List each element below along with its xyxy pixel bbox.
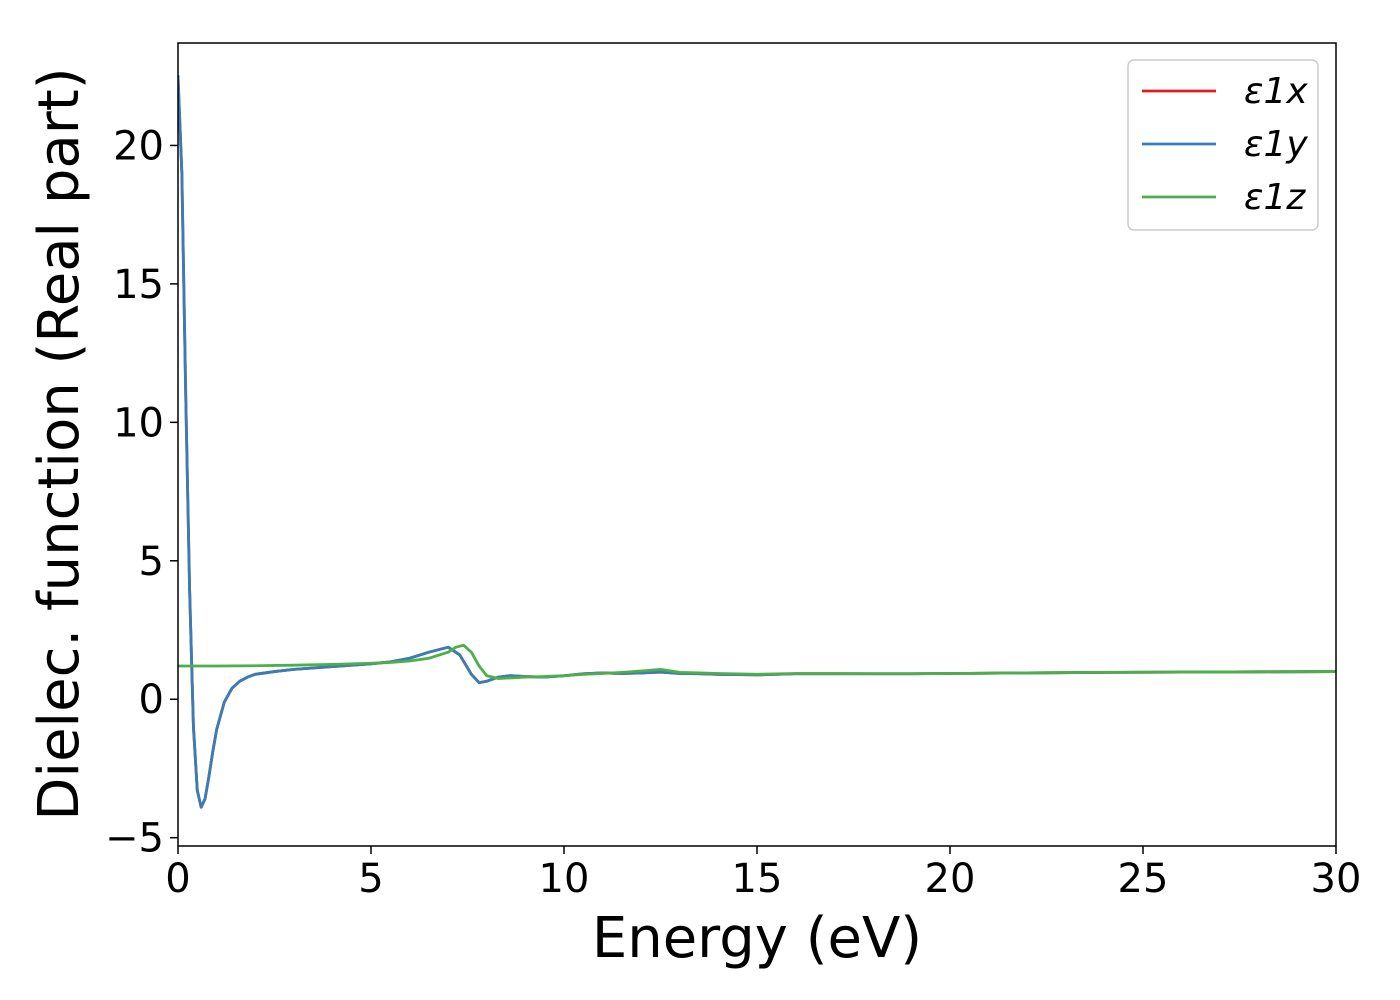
x-tick-label: 30 xyxy=(1311,856,1362,902)
legend-label-2: ε1z xyxy=(1244,177,1306,218)
y-axis: −5 0 5 10 15 20 xyxy=(105,123,178,862)
y-tick-label: −5 xyxy=(105,816,164,862)
x-tick-label: 15 xyxy=(732,856,783,902)
legend: ε1x ε1y ε1z xyxy=(1127,59,1319,231)
y-tick-label: 10 xyxy=(113,400,164,446)
x-tick-label: 25 xyxy=(1118,856,1169,902)
x-axis-label: Energy (eV) xyxy=(592,906,922,971)
series-group xyxy=(178,74,1336,809)
legend-label-1: ε1y xyxy=(1244,124,1308,165)
x-tick-label: 5 xyxy=(358,856,383,902)
x-tick-label: 20 xyxy=(925,856,976,902)
y-tick-label: 15 xyxy=(113,262,164,308)
y-axis-label: Dielec. function (Real part) xyxy=(27,67,92,820)
legend-frame xyxy=(1127,59,1319,231)
series-line-2 xyxy=(178,643,1336,680)
y-tick-label: 5 xyxy=(139,539,164,585)
x-tick-label: 0 xyxy=(165,856,190,902)
y-tick-label: 0 xyxy=(139,677,164,723)
x-axis: 0 5 10 15 20 25 30 xyxy=(165,846,1361,902)
legend-label-0: ε1x xyxy=(1244,71,1308,112)
y-tick-label: 20 xyxy=(113,123,164,169)
x-tick-label: 10 xyxy=(539,856,590,902)
